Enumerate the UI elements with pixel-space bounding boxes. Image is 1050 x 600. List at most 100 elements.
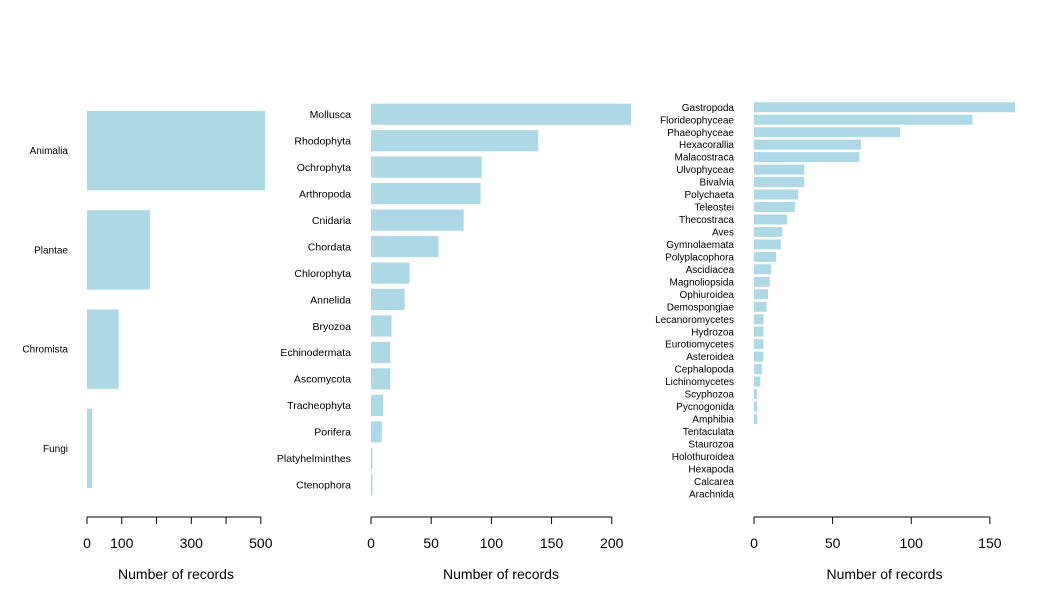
bar-hexacorallia xyxy=(754,139,861,150)
bar-ochrophyta xyxy=(371,156,482,178)
category-label: Chromista xyxy=(22,345,68,356)
category-label: Ascomycota xyxy=(294,374,351,386)
x-tick-label: 0 xyxy=(83,535,91,551)
category-label: Animalia xyxy=(30,146,69,157)
bar-hydrozoa xyxy=(754,326,764,337)
bar-annelida xyxy=(371,288,405,311)
chart-panel-class: GastropodaFlorideophyceaePhaeophyceaeHex… xyxy=(655,102,1015,582)
category-label: Malacostraca xyxy=(675,153,735,164)
bar-florideophyceae xyxy=(754,114,973,125)
category-label: Scyphozoa xyxy=(685,390,735,401)
category-label: Bryozoa xyxy=(312,321,351,333)
category-label: Lichinomycetes xyxy=(665,377,734,388)
x-tick-label: 100 xyxy=(480,535,504,551)
bar-echinodermata xyxy=(371,341,391,364)
bar-cnidaria xyxy=(371,209,464,231)
x-tick-label: 50 xyxy=(825,535,841,551)
x-tick-label: 300 xyxy=(180,535,204,551)
category-label: Arthropoda xyxy=(299,188,351,200)
category-label: Hexacorallia xyxy=(679,140,734,151)
bar-plantae xyxy=(87,210,150,290)
bar-chlorophyta xyxy=(371,262,410,284)
category-label: Bivalvia xyxy=(700,178,735,189)
x-tick-label: 50 xyxy=(423,535,439,551)
bar-cephalopoda xyxy=(754,364,762,375)
bar-asteroidea xyxy=(754,351,764,362)
bar-ulvophyceae xyxy=(754,164,805,175)
bar-amphibia xyxy=(754,413,758,424)
category-label: Tracheophyta xyxy=(287,400,351,412)
category-label: Gastropoda xyxy=(682,103,735,114)
bar-gastropoda xyxy=(754,102,1015,113)
category-label: Ctenophora xyxy=(296,480,351,492)
category-label: Chlorophyta xyxy=(294,268,351,280)
bar-pycnogonida xyxy=(754,401,758,412)
x-tick-label: 200 xyxy=(600,535,624,551)
x-tick-label: 0 xyxy=(367,535,375,551)
bar-thecostraca xyxy=(754,214,788,225)
category-label: Thecostraca xyxy=(679,215,734,226)
category-label: Cnidaria xyxy=(312,215,351,227)
bar-ascomycota xyxy=(371,368,391,390)
x-axis-label: Number of records xyxy=(827,566,943,582)
x-tick-label: 100 xyxy=(900,535,924,551)
category-label: Hexapoda xyxy=(688,464,734,475)
category-label: Pycnogonida xyxy=(676,402,734,413)
category-label: Mollusca xyxy=(310,109,352,121)
category-label: Aves xyxy=(712,228,734,239)
bar-eurotiomycetes xyxy=(754,339,764,350)
bar-gymnolaemata xyxy=(754,239,781,250)
category-label: Fungi xyxy=(43,444,68,455)
category-label: Cephalopoda xyxy=(675,365,735,376)
bar-mollusca xyxy=(371,103,631,125)
bar-ophiuroidea xyxy=(754,289,769,300)
category-label: Asteroidea xyxy=(686,352,734,363)
category-label: Hydrozoa xyxy=(691,327,734,338)
category-label: Holothuroidea xyxy=(672,452,735,463)
bar-arthropoda xyxy=(371,183,481,205)
category-label: Chordata xyxy=(308,241,351,253)
bar-platyhelminthes xyxy=(371,447,373,469)
category-label: Porifera xyxy=(314,427,351,439)
x-tick-label: 150 xyxy=(540,535,564,551)
category-label: Eurotiomycetes xyxy=(665,340,734,351)
category-label: Staurozoa xyxy=(688,439,734,450)
bar-demospongiae xyxy=(754,301,767,312)
bar-ctenophora xyxy=(371,474,373,496)
bar-chordata xyxy=(371,235,439,258)
bar-malacostraca xyxy=(754,152,860,163)
category-label: Tentaculata xyxy=(683,427,735,438)
category-label: Gymnolaemata xyxy=(666,240,734,251)
category-label: Polyplacophora xyxy=(665,252,734,263)
bar-bivalvia xyxy=(754,177,805,188)
category-label: Annelida xyxy=(310,294,351,306)
category-label: Phaeophyceae xyxy=(667,128,734,139)
category-label: Lecanoromycetes xyxy=(655,315,734,326)
chart-panel-phylum: Mollusca Rhodophyta Ochrophyta Arthropoda Cn… xyxy=(277,103,631,582)
category-label: Ulvophyceae xyxy=(676,165,734,176)
category-label: Rhodophyta xyxy=(294,135,351,147)
bar-bryozoa xyxy=(371,315,392,337)
x-tick-label: 0 xyxy=(750,535,758,551)
bar-porifera xyxy=(371,421,382,443)
bar-animalia xyxy=(87,110,265,191)
bar-lecanoromycetes xyxy=(754,314,764,325)
bar-phaeophyceae xyxy=(754,127,901,138)
category-label: Ochrophyta xyxy=(297,162,351,174)
category-label: Ophiuroidea xyxy=(680,290,735,301)
bar-tracheophyta xyxy=(371,394,384,416)
category-label: Demospongiae xyxy=(667,302,735,313)
category-label: Arachnida xyxy=(689,489,734,500)
bar-teleostei xyxy=(754,202,795,212)
category-label: Amphibia xyxy=(692,415,734,426)
bar-lichinomycetes xyxy=(754,376,761,387)
x-tick-label: 150 xyxy=(978,535,1002,551)
category-label: Polychaeta xyxy=(685,190,735,201)
bar-polyplacophora xyxy=(754,251,777,262)
category-label: Plantae xyxy=(34,245,68,256)
category-label: Teleostei xyxy=(695,203,734,214)
category-label: Echinodermata xyxy=(280,347,351,359)
x-axis-label: Number of records xyxy=(118,566,234,582)
